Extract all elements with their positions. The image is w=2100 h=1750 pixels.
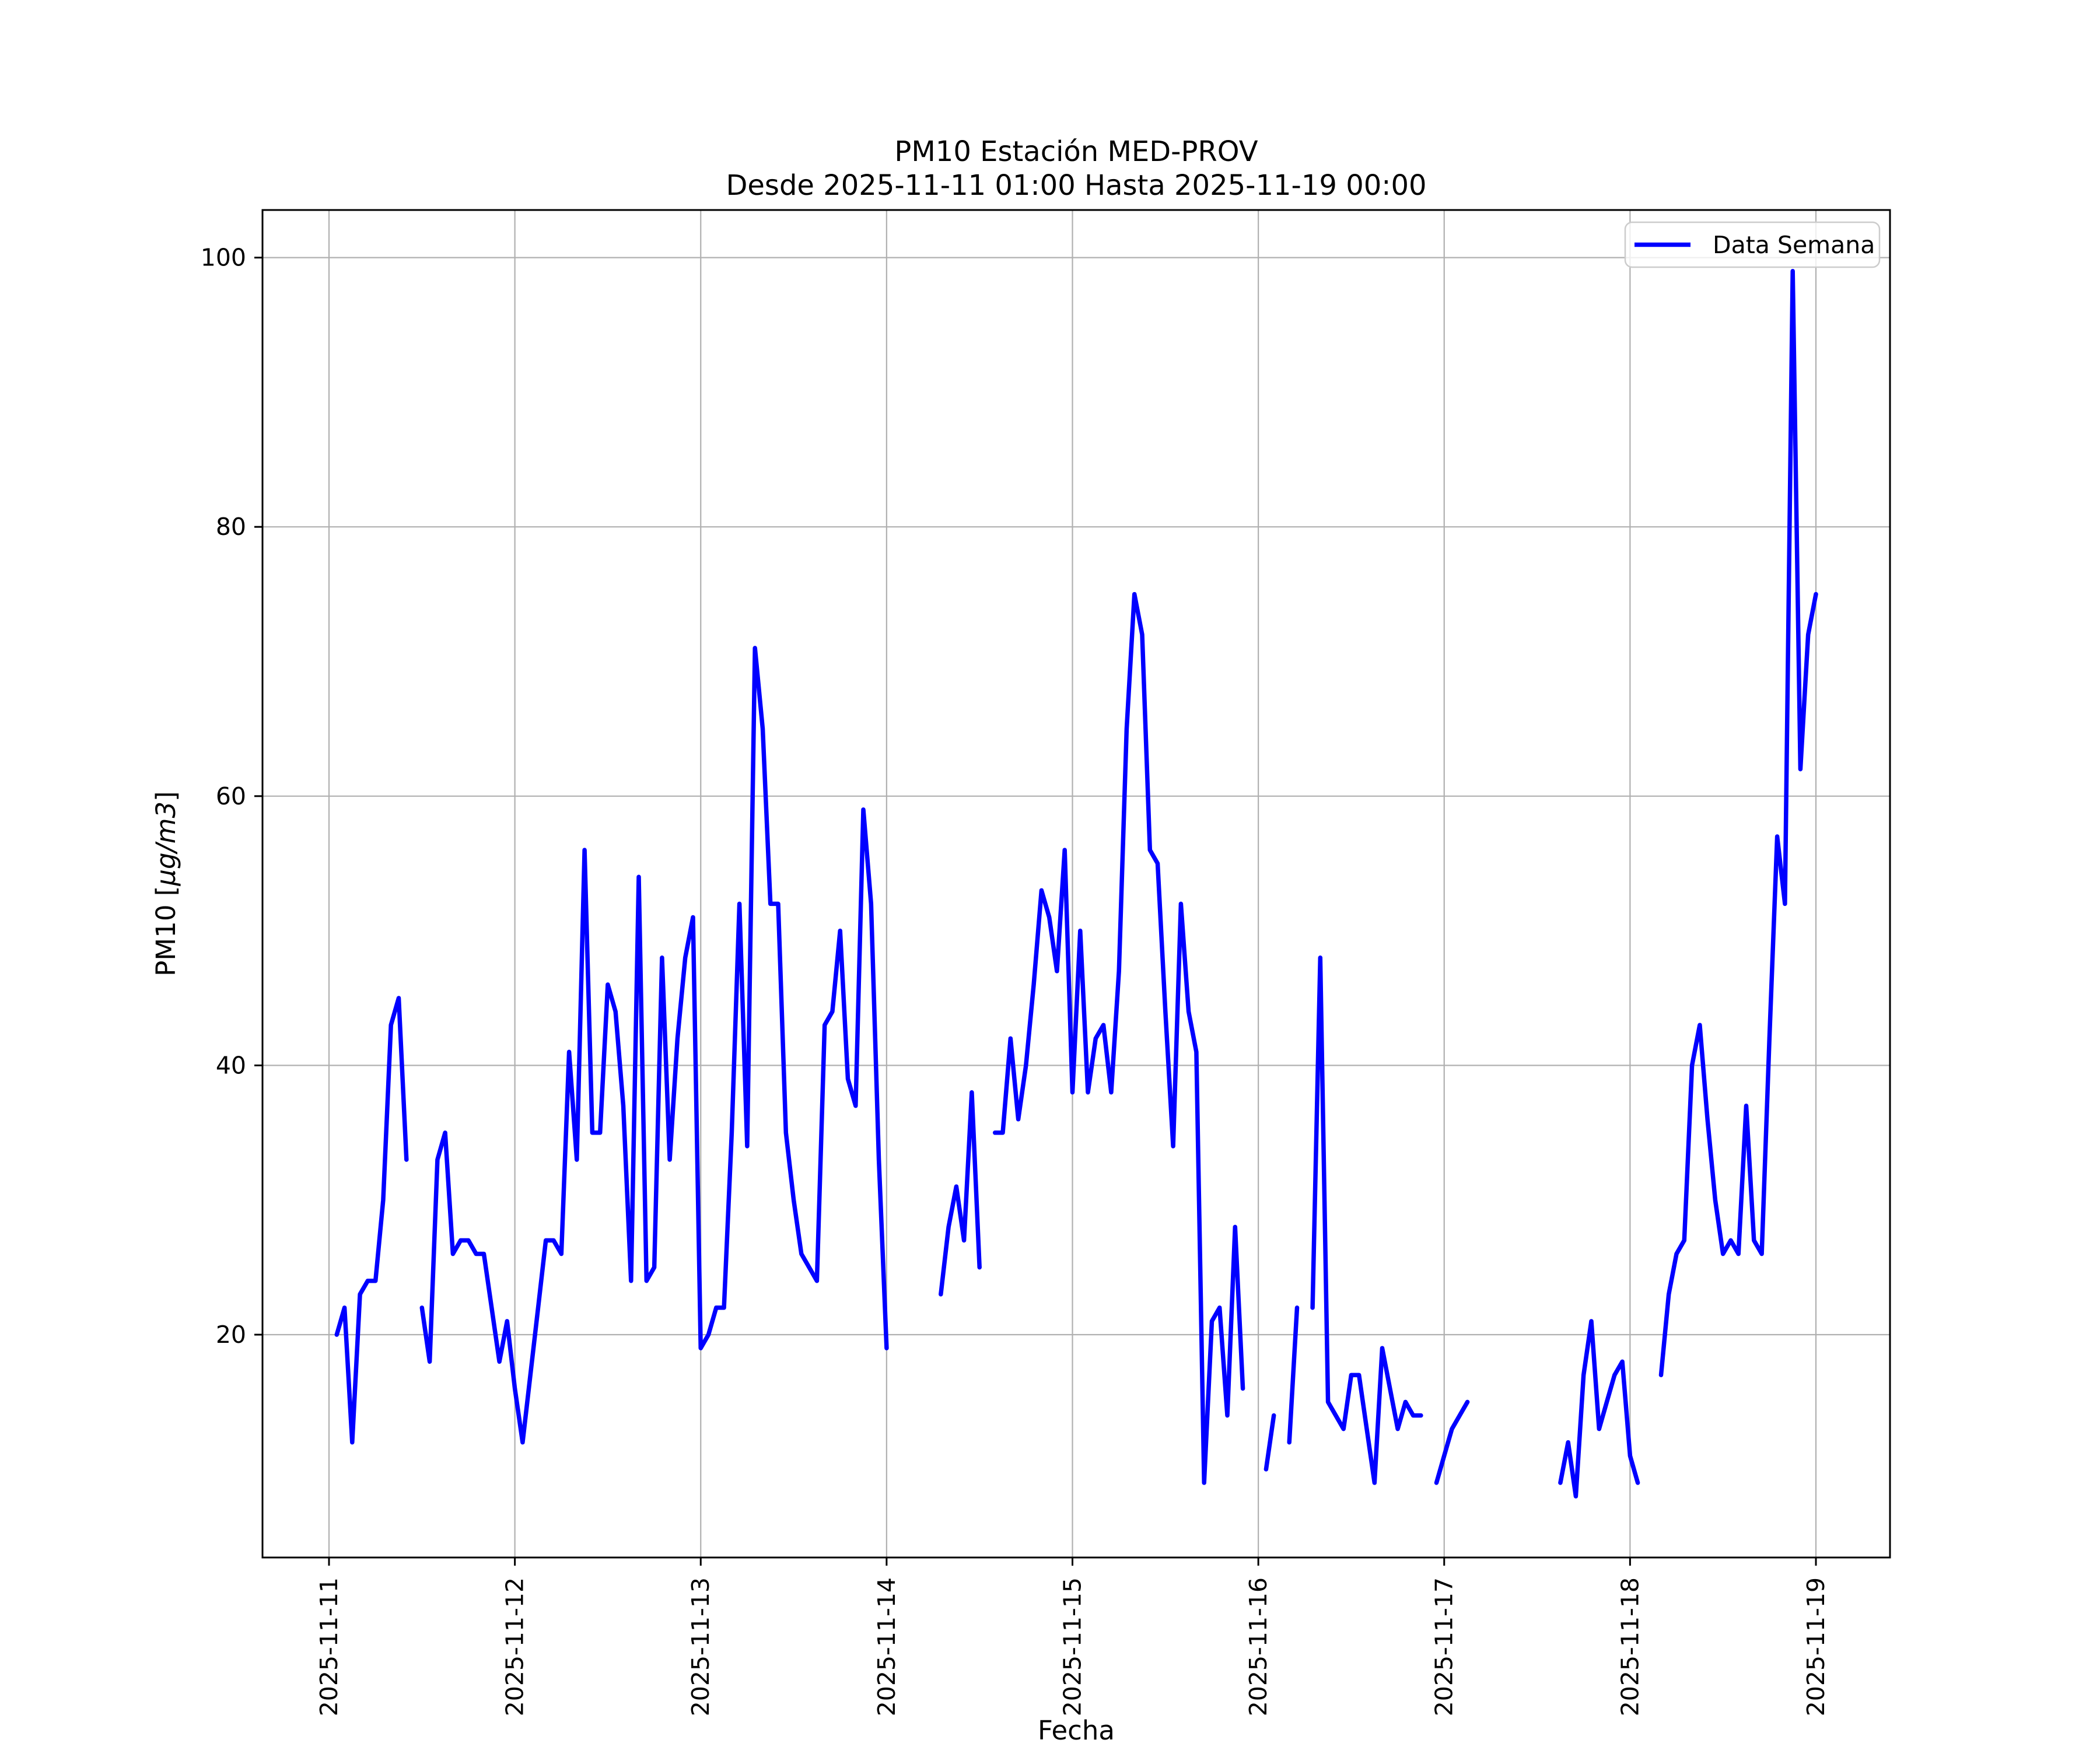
- y-axis-label-units: µg/m3: [150, 802, 181, 887]
- x-tick-label: 2025-11-12: [501, 1577, 529, 1716]
- chart-title-line2: Desde 2025-11-11 01:00 Hasta 2025-11-19 …: [726, 169, 1426, 202]
- x-tick-label: 2025-11-17: [1430, 1577, 1458, 1716]
- y-tick-label: 60: [216, 782, 246, 810]
- legend: Data Semana: [1624, 221, 1881, 268]
- x-tick-label: 2025-11-19: [1802, 1577, 1830, 1716]
- data-line: [334, 268, 1818, 1499]
- chart-title-line1: PM10 Estación MED-PROV: [894, 135, 1258, 168]
- legend-box: [1624, 221, 1881, 268]
- gridlines: [262, 210, 1890, 1558]
- legend-label: Data Semana: [1713, 231, 1875, 259]
- y-tick-label: 100: [201, 244, 246, 272]
- y-axis-label: PM10 [µg/m3]: [150, 791, 181, 976]
- x-tick-label: 2025-11-16: [1244, 1577, 1272, 1716]
- y-tick-label: 20: [216, 1321, 246, 1349]
- y-tick-label: 80: [216, 513, 246, 541]
- x-tick-label: 2025-11-14: [873, 1577, 901, 1716]
- x-tick-label: 2025-11-13: [687, 1577, 715, 1716]
- axis-tick-labels: 2025-11-11 2025-11-12 2025-11-13 2025-11-14…: [201, 244, 1830, 1717]
- y-axis-label-suffix: ]: [150, 791, 181, 802]
- data-series: [334, 268, 1818, 1499]
- y-tick-label: 40: [216, 1051, 246, 1079]
- x-tick-label: 2025-11-18: [1616, 1577, 1644, 1716]
- plot-border: [261, 209, 1891, 1559]
- x-tick-label: 2025-11-15: [1058, 1577, 1086, 1716]
- x-tick-label: 2025-11-11: [315, 1577, 343, 1716]
- axis-ticks: [254, 257, 1817, 1566]
- x-axis-label: Fecha: [1038, 1715, 1115, 1746]
- y-axis-label-prefix: PM10 [: [150, 886, 181, 977]
